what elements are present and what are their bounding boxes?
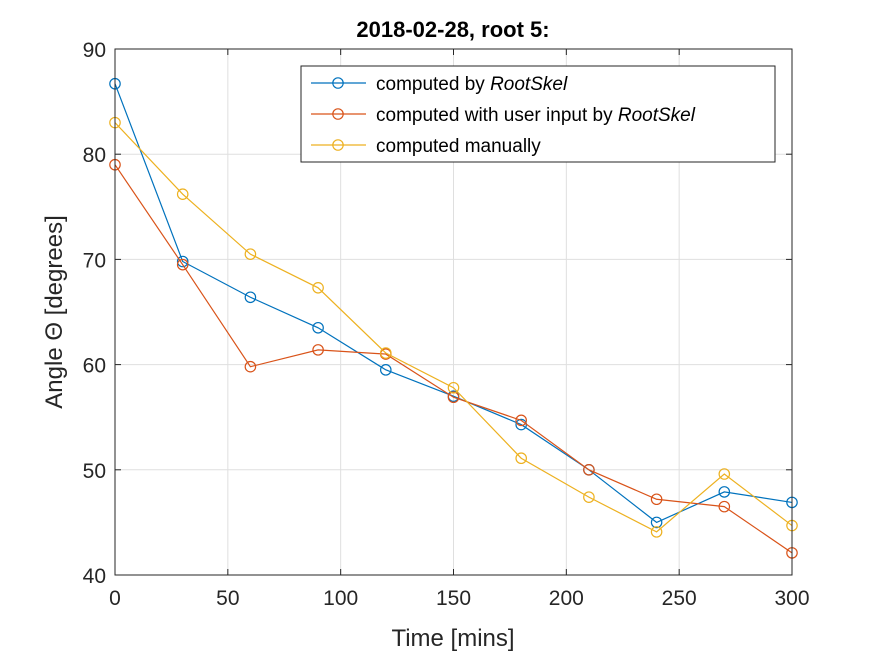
data-point (176, 188, 189, 200)
data-point (447, 391, 460, 404)
legend-label-text: computed with user input by (376, 105, 618, 126)
legend-label: computed manually (376, 136, 541, 157)
chart-title: 2018-02-28, root 5: (356, 17, 549, 42)
legend-marker (332, 77, 344, 89)
x-tick-label: 100 (323, 587, 358, 610)
legend-item: computed with user input by RootSkel (311, 105, 696, 126)
data-point (515, 414, 527, 427)
series-line (114, 122, 793, 533)
x-tick-labels: 0 50 100 150 200 250 300 (109, 587, 809, 610)
legend-box (300, 65, 776, 163)
x-tick-label: 50 (216, 587, 239, 610)
legend-marker (332, 139, 344, 151)
data-point (515, 452, 527, 465)
series-group (109, 158, 798, 559)
y-tick-label: 90 (83, 39, 106, 62)
legend-item: computed by RootSkel (311, 74, 568, 95)
data-point (379, 364, 392, 376)
data-point (176, 255, 189, 268)
legend-label: computed with user input by RootSkel (376, 105, 696, 126)
y-tick-label: 50 (83, 460, 106, 483)
legend-label: computed by RootSkel (376, 74, 568, 95)
y-tick-labels: 40 50 60 70 80 90 (83, 39, 106, 588)
data-point (312, 282, 324, 294)
data-point (244, 248, 257, 260)
x-tick-label: 250 (662, 587, 697, 610)
data-point (718, 468, 731, 480)
data-point (379, 347, 392, 359)
data-point (650, 493, 663, 506)
legend-label-italic: RootSkel (618, 105, 696, 126)
data-point (312, 321, 324, 334)
data-point (583, 491, 595, 503)
axes-box (114, 48, 793, 576)
y-tick-label: 80 (83, 144, 106, 167)
x-tick-label: 150 (436, 587, 471, 610)
y-tick-label: 40 (83, 565, 106, 588)
x-tick-label: 0 (109, 587, 121, 610)
legend-label-text: computed by (376, 74, 490, 95)
series-line (114, 164, 793, 554)
legend-marker (332, 108, 344, 120)
data-point (718, 500, 731, 513)
y-axis-label: Angle Θ [degrees] (41, 215, 68, 408)
y-tick-label: 70 (83, 249, 106, 272)
y-tick-label: 60 (83, 355, 106, 378)
legend-item: computed manually (311, 136, 541, 157)
data-point (583, 463, 595, 476)
data-point (447, 381, 460, 394)
legend-label-italic: RootSkel (490, 74, 568, 95)
legend-label-text: computed manually (376, 136, 541, 157)
data-point (176, 258, 189, 271)
x-tick-label: 200 (549, 587, 584, 610)
data-point (650, 516, 663, 529)
data-point (244, 360, 257, 373)
x-axis-label: Time [mins] (391, 625, 514, 652)
data-point (244, 291, 257, 304)
data-point (312, 344, 324, 356)
data-point (650, 526, 663, 538)
x-tick-label: 300 (774, 587, 809, 610)
data-point (718, 486, 731, 498)
